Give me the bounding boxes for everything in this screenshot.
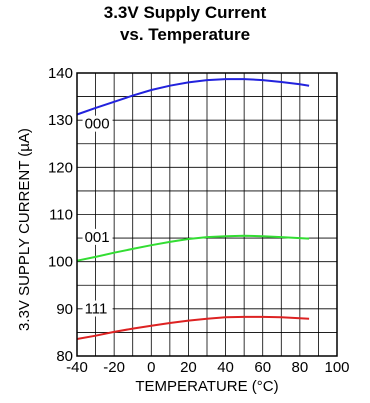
- plot-frame: [76, 72, 338, 357]
- x-axis-label: TEMPERATURE (°C): [135, 378, 278, 395]
- x-tick-label: 60: [254, 359, 271, 376]
- y-tick-label: 90: [56, 301, 73, 318]
- series-label-bg: [82, 300, 113, 317]
- x-tick-label: 40: [217, 359, 234, 376]
- x-tick-label: 20: [180, 359, 197, 376]
- series-label-bg: [82, 228, 113, 245]
- series-label-001: 001: [85, 229, 110, 246]
- tick-labels: -40 -20 0 20 40 60 80 100 80 90 100 110 120 130 140: [48, 65, 350, 376]
- x-tick-label: -40: [66, 359, 88, 376]
- x-tick-label: 100: [324, 359, 349, 376]
- series-labels: 000 001 111: [82, 115, 113, 318]
- x-tick-label: 80: [292, 359, 309, 376]
- series-label-111: 111: [85, 301, 108, 318]
- series-line-000: [76, 78, 310, 116]
- series-label-bg: [82, 115, 113, 132]
- x-tick-label: 0: [147, 359, 155, 376]
- y-tick-label: 140: [48, 65, 73, 82]
- chart-title-line-1: 3.3V Supply Current: [103, 3, 267, 22]
- y-tick-label: 80: [56, 348, 73, 365]
- chart-title: 3.3V Supply Current vs. Temperature: [0, 2, 370, 46]
- y-tick-label: 130: [48, 112, 73, 129]
- series-label-000: 000: [85, 116, 110, 133]
- y-tick-label: 120: [48, 159, 73, 176]
- chart-title-line-2: vs. Temperature: [119, 25, 251, 44]
- y-tick-label: 110: [49, 207, 73, 224]
- y-tick-label: 100: [48, 254, 73, 271]
- series-line-001: [76, 234, 310, 262]
- grid: [77, 73, 337, 356]
- series-line-111: [76, 315, 310, 340]
- x-tick-label: -20: [103, 359, 125, 376]
- y-axis-label: 3.3V SUPPLY CURRENT (µA): [16, 128, 33, 331]
- series-layer: [76, 78, 310, 340]
